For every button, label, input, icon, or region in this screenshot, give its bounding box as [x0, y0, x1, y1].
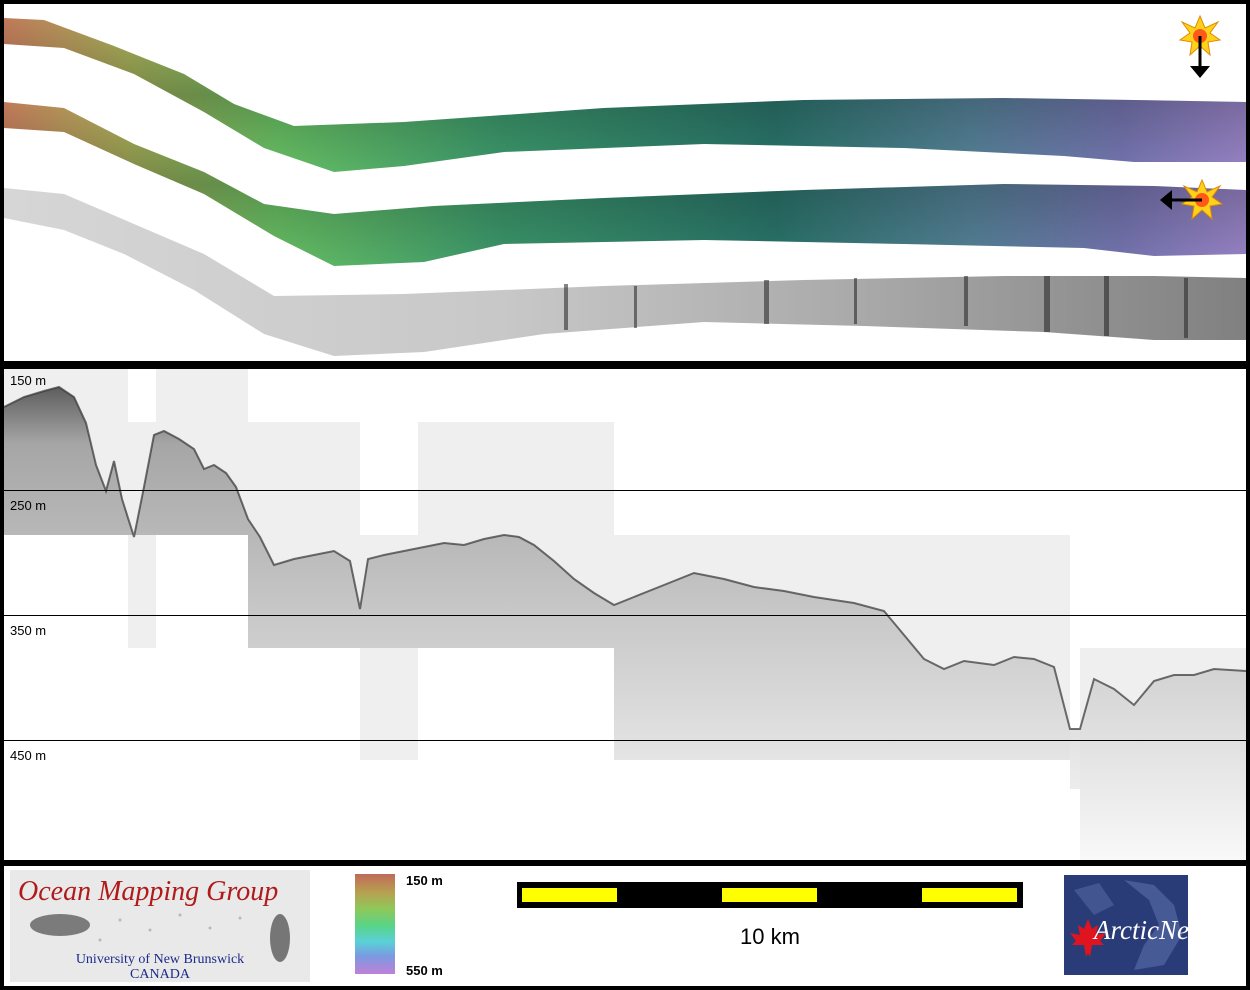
scale-bar-segment	[722, 888, 817, 902]
depth-gridline	[4, 490, 1246, 491]
depth-gridline	[4, 615, 1246, 616]
depth-gridline	[4, 740, 1246, 741]
profile-echogram	[4, 369, 1246, 860]
footer-legend-panel: Ocean Mapping Group University of New Br…	[4, 866, 1246, 986]
swath-map-panel	[4, 4, 1246, 361]
swath-backscatter	[4, 188, 1246, 356]
omg-logo-country: CANADA	[130, 967, 190, 982]
omg-logo-university: University of New Brunswick	[75, 952, 245, 967]
omg-logo-title: Ocean Mapping Group	[18, 876, 279, 907]
depth-label: 450 m	[10, 748, 47, 763]
omg-logo-graphic	[30, 913, 290, 962]
left-arrow-icon	[1160, 190, 1202, 210]
sub-bottom-profile-panel: 150 m 250 m 350 m 450 m	[4, 369, 1246, 860]
arcticnet-logo-text: ArcticNet	[1094, 915, 1188, 945]
colorbar-top-label: 150 m	[406, 873, 443, 888]
maple-leaf-icon	[1070, 919, 1106, 957]
depth-label: 250 m	[10, 498, 47, 513]
arcticnet-logo-graphic	[1070, 880, 1182, 970]
scale-bar-segment	[522, 888, 617, 902]
scale-bar-label: 10 km	[740, 924, 800, 949]
depth-colorbar	[355, 874, 395, 974]
depth-label: 350 m	[10, 623, 47, 638]
scale-bar-segment	[922, 888, 1017, 902]
scale-bar	[517, 882, 1023, 908]
seabed-reflector	[4, 387, 1246, 860]
ocean-mapping-group-logo: Ocean Mapping Group University of New Br…	[10, 870, 310, 982]
depth-label: 150 m	[10, 373, 47, 388]
arcticnet-logo: ArcticNet	[1064, 875, 1188, 975]
down-arrow-icon	[1190, 36, 1210, 78]
colorbar-bottom-label: 550 m	[406, 963, 443, 978]
swath-map	[4, 14, 1246, 356]
